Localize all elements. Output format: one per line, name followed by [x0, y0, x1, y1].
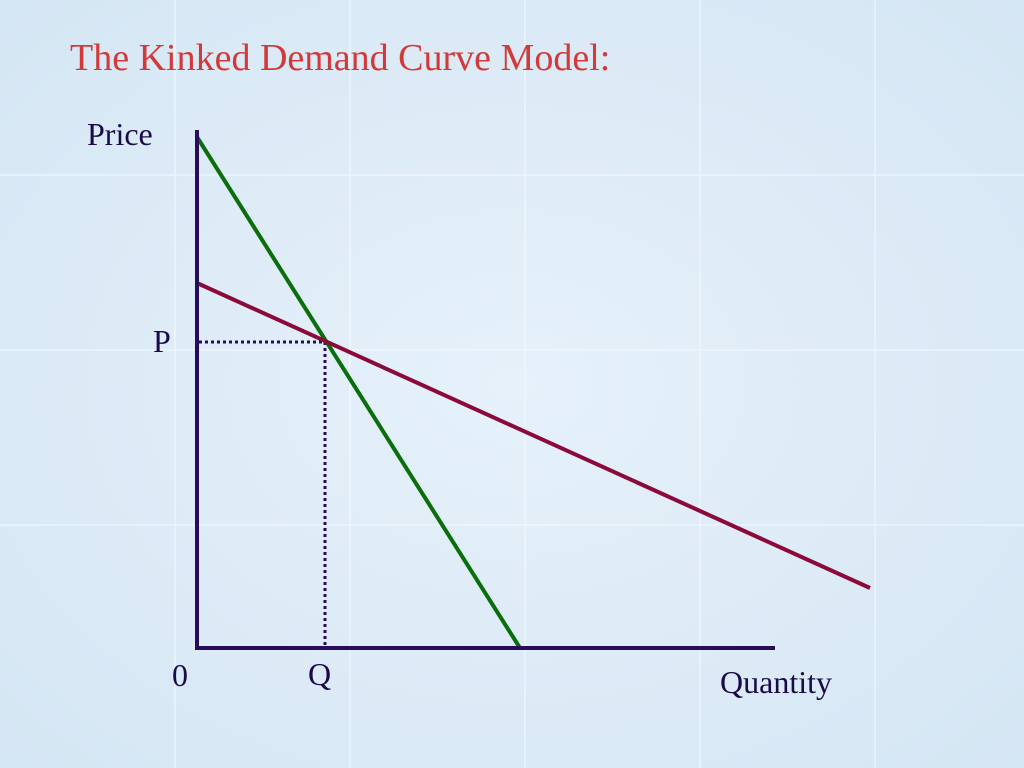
inelastic-demand-curve: [195, 135, 522, 650]
quantity-point-label: Q: [308, 656, 331, 692]
x-axis-label: Quantity: [720, 664, 832, 700]
elastic-demand-curve: [196, 281, 871, 590]
price-label: P: [153, 323, 171, 359]
title: The Kinked Demand Curve Model:: [70, 37, 610, 79]
origin-label: 0: [172, 657, 188, 693]
y-axis-label: Price: [87, 116, 153, 152]
